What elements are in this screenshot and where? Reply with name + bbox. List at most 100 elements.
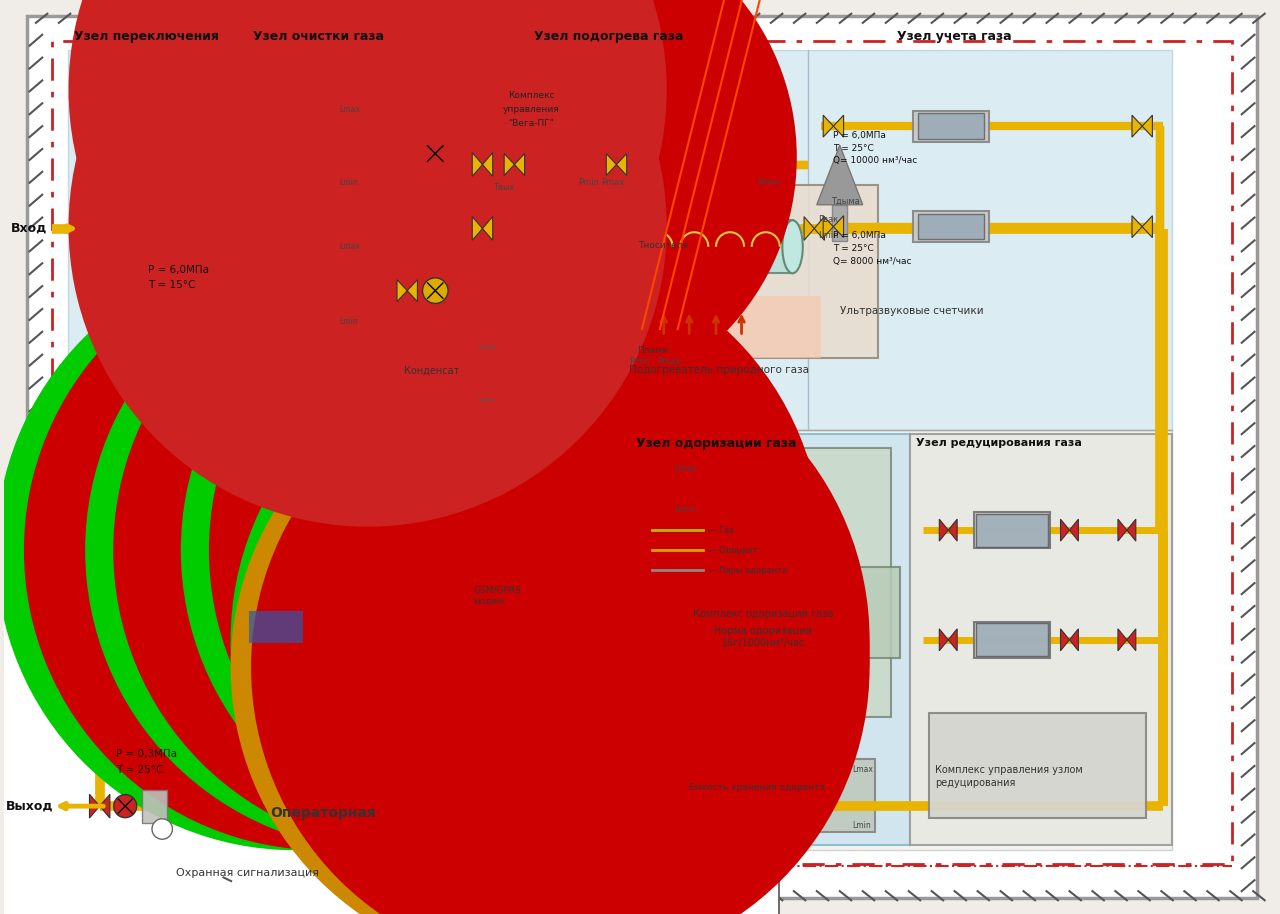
Text: Узел редуцирования газа: Узел редуцирования газа	[916, 439, 1082, 448]
Bar	[630, 296, 820, 358]
Text: P = 6,0МПа: P = 6,0МПа	[833, 231, 886, 240]
Polygon shape	[940, 629, 948, 651]
Bar	[525, 561, 612, 611]
Polygon shape	[90, 794, 100, 818]
Bar	[977, 514, 1048, 547]
Polygon shape	[504, 154, 515, 175]
Polygon shape	[148, 218, 157, 239]
Polygon shape	[90, 217, 100, 240]
Bar	[221, 434, 611, 845]
Bar	[300, 227, 371, 358]
Polygon shape	[157, 218, 166, 239]
Text: Q= 8000 нм³/час: Q= 8000 нм³/час	[833, 257, 911, 266]
Polygon shape	[823, 216, 833, 238]
Text: "Вега-ПГ": "Вега-ПГ"	[508, 119, 554, 128]
Polygon shape	[1117, 519, 1126, 541]
Polygon shape	[1061, 629, 1070, 651]
Bar	[68, 430, 1171, 850]
Circle shape	[113, 250, 712, 850]
Bar	[467, 497, 518, 530]
Text: — Одорант: — Одорант	[708, 546, 758, 555]
Polygon shape	[1132, 115, 1142, 137]
Ellipse shape	[114, 794, 137, 818]
Circle shape	[271, 340, 869, 914]
Polygon shape	[397, 280, 407, 302]
Text: P = 0,3МПа: P = 0,3МПа	[116, 749, 177, 759]
Polygon shape	[817, 145, 863, 205]
Ellipse shape	[782, 220, 803, 273]
Text: Lmin: Lmin	[339, 178, 358, 187]
Circle shape	[209, 250, 808, 850]
Polygon shape	[1070, 629, 1078, 651]
Polygon shape	[483, 153, 493, 176]
Polygon shape	[948, 519, 957, 541]
Polygon shape	[483, 217, 493, 240]
Bar	[499, 107, 561, 142]
Circle shape	[251, 354, 849, 914]
Ellipse shape	[300, 215, 371, 239]
Text: Q= 10000 нм³/час: Q= 10000 нм³/час	[833, 156, 918, 165]
Text: Lmin: Lmin	[339, 317, 358, 326]
Circle shape	[0, 250, 594, 850]
Text: Pmin: Pmin	[579, 178, 599, 187]
Bar	[244, 640, 292, 704]
Polygon shape	[214, 217, 224, 240]
Text: Lmax: Lmax	[339, 105, 361, 114]
Circle shape	[271, 367, 869, 914]
Polygon shape	[1126, 629, 1135, 651]
Circle shape	[298, 0, 796, 408]
Polygon shape	[617, 154, 627, 175]
Text: Тдыма: Тдыма	[831, 197, 860, 206]
Circle shape	[100, 250, 699, 850]
Text: Узел подогрева газа: Узел подогрева газа	[534, 30, 684, 43]
Bar	[832, 205, 847, 241]
Polygon shape	[397, 143, 407, 165]
Bar	[0, 488, 479, 914]
Text: GSM/GPRS: GSM/GPRS	[474, 585, 521, 594]
Circle shape	[24, 250, 622, 850]
Bar	[918, 113, 984, 139]
Bar	[241, 700, 296, 711]
Text: Комплекс: Комплекс	[508, 91, 554, 101]
Polygon shape	[948, 629, 957, 651]
Text: модем: модем	[474, 597, 504, 606]
Circle shape	[255, 0, 754, 408]
Text: Lmax: Lmax	[852, 765, 873, 774]
Text: Pmax: Pmax	[602, 178, 625, 187]
Ellipse shape	[643, 471, 662, 507]
Polygon shape	[1117, 629, 1126, 651]
Text: Pmin: Pmin	[630, 357, 650, 367]
Text: Комплекс одоризации газа: Комплекс одоризации газа	[692, 610, 833, 619]
Text: Вход: Вход	[12, 222, 47, 235]
Polygon shape	[472, 153, 483, 176]
Polygon shape	[823, 115, 833, 137]
Bar	[250, 611, 302, 643]
Polygon shape	[472, 217, 483, 240]
Text: Операторная: Операторная	[270, 806, 376, 821]
Text: T = 15°C: T = 15°C	[148, 281, 196, 290]
Ellipse shape	[796, 471, 815, 507]
Circle shape	[86, 250, 684, 850]
Bar	[247, 610, 305, 644]
Polygon shape	[1061, 519, 1070, 541]
Polygon shape	[1126, 519, 1135, 541]
Bar	[74, 55, 221, 425]
Bar	[492, 91, 571, 183]
Bar	[221, 55, 483, 425]
Text: T = 25°C: T = 25°C	[833, 143, 874, 153]
Bar	[910, 434, 1171, 845]
Text: Lmin: Lmin	[479, 398, 495, 403]
Bar	[247, 711, 297, 717]
Polygon shape	[515, 154, 525, 175]
Text: P = 6,0МПа: P = 6,0МПа	[148, 265, 209, 274]
Circle shape	[224, 250, 822, 850]
Polygon shape	[559, 535, 575, 545]
Bar	[808, 55, 1165, 425]
Text: Lmax: Lmax	[479, 345, 498, 350]
Text: Узел переключения: Узел переключения	[74, 30, 219, 43]
Text: Узел очистки газа: Узел очистки газа	[252, 30, 384, 43]
Text: — Пары одоранта: — Пары одоранта	[708, 566, 787, 575]
Text: Pmax: Pmax	[756, 178, 781, 187]
Text: Твых: Твых	[493, 183, 515, 192]
Polygon shape	[1070, 519, 1078, 541]
